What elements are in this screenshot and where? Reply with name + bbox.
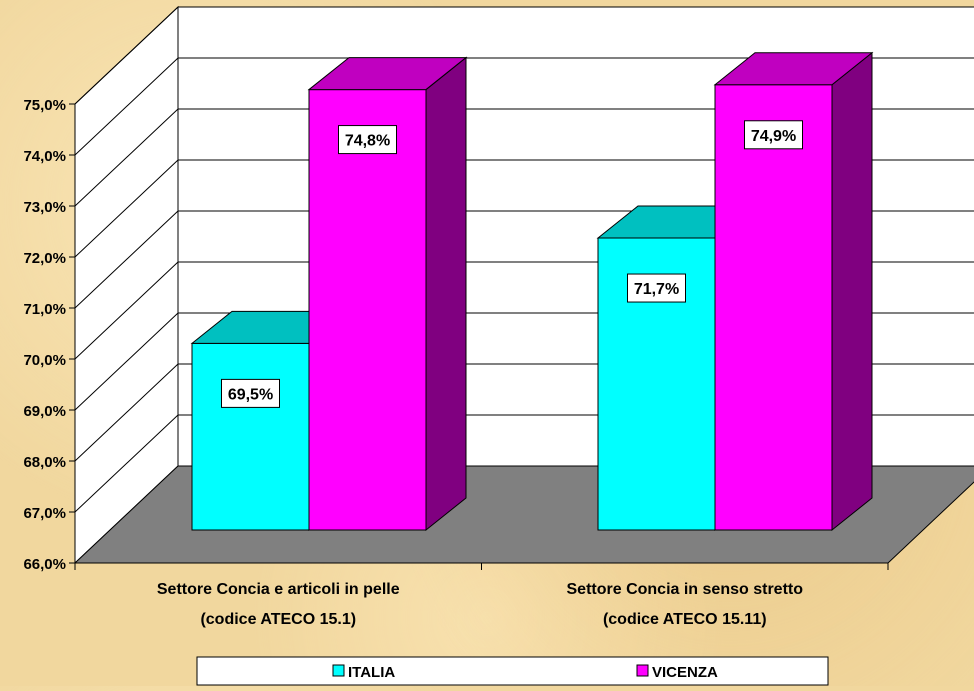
- legend-swatch: [636, 664, 649, 677]
- bar-top: [713, 52, 874, 86]
- legend-swatch: [332, 664, 345, 677]
- bar-side: [425, 56, 467, 532]
- legend-label: VICENZA: [652, 664, 718, 681]
- y-tick-label: 69,0%: [23, 403, 66, 420]
- gridline: [74, 6, 974, 105]
- y-tick-label: 74,0%: [23, 148, 66, 165]
- y-tick-label: 67,0%: [23, 505, 66, 522]
- data-label: 69,5%: [228, 386, 273, 403]
- bar-side: [831, 51, 873, 532]
- bar-front: [714, 84, 833, 531]
- side-wall: [74, 5, 179, 565]
- y-tick-label: 68,0%: [23, 454, 66, 471]
- bar-front: [191, 342, 310, 531]
- bar-vicenza: 74,9%: [713, 51, 874, 532]
- legend-box: [196, 656, 829, 686]
- gridline: [74, 57, 974, 156]
- legend: ITALIA VICENZA: [196, 656, 829, 686]
- y-tick-label: 72,0%: [23, 250, 66, 267]
- y-tick-label: 75,0%: [23, 97, 66, 114]
- data-label: 71,7%: [634, 281, 679, 298]
- data-label-box: [744, 120, 803, 150]
- category-label: (codice ATECO 15.1): [200, 611, 356, 628]
- category-label: Settore Concia in senso stretto: [567, 581, 804, 598]
- y-tick-label: 70,0%: [23, 352, 66, 369]
- y-tick-label: 66,0%: [23, 556, 66, 573]
- category-label: Settore Concia e articoli in pelle: [157, 581, 400, 598]
- bar-front: [308, 89, 427, 531]
- data-label: 74,9%: [751, 128, 796, 145]
- data-label-box: [338, 125, 397, 155]
- bar-top: [307, 57, 468, 91]
- data-label-box: [221, 378, 280, 408]
- data-label: 74,8%: [345, 133, 390, 150]
- category-label: (codice ATECO 15.11): [603, 611, 767, 628]
- y-tick-label: 73,0%: [23, 199, 66, 216]
- data-label-box: [627, 273, 686, 303]
- legend-label: ITALIA: [348, 664, 395, 681]
- bar-vicenza: 74,8%: [307, 56, 468, 532]
- y-tick-label: 71,0%: [23, 301, 66, 318]
